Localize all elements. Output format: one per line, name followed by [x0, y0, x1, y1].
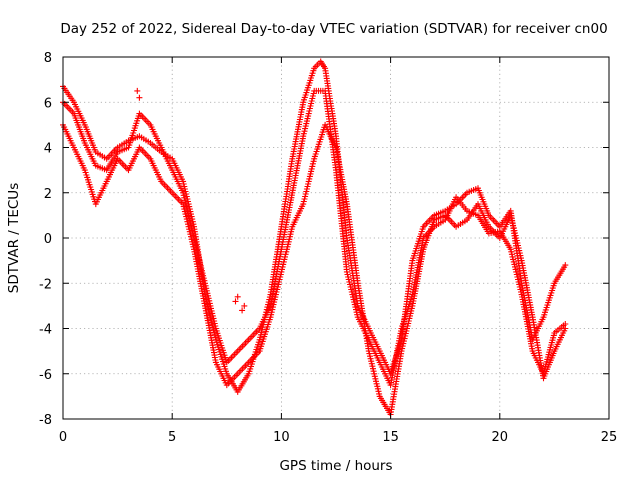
data-point: [210, 315, 217, 322]
x-tick-label: 10: [273, 430, 290, 445]
data-point: [272, 291, 279, 298]
data-point: [353, 306, 359, 313]
x-tick-label: 20: [492, 430, 509, 445]
data-point: [515, 242, 521, 249]
data-point: [309, 163, 316, 170]
y-axis-ticks: -8 -6 -4 -2 0 2 4 6 8: [39, 51, 609, 428]
data-point: [188, 224, 195, 231]
x-axis-label: GPS time / hours: [279, 458, 392, 474]
y-tick-label: -4: [39, 323, 52, 338]
data-point: [366, 350, 373, 357]
data-point: [305, 181, 312, 187]
data-point: [562, 321, 569, 327]
data-point: [348, 289, 355, 295]
data-point: [301, 128, 308, 135]
data-point: [375, 388, 382, 395]
data-point: [508, 251, 515, 258]
data-point: [197, 260, 204, 267]
data-point: [518, 289, 524, 295]
data-point: [180, 178, 187, 185]
data-point: [134, 87, 141, 94]
data-point: [206, 297, 213, 304]
data-point: [310, 90, 317, 97]
data-point: [239, 307, 246, 314]
data-point: [192, 242, 199, 249]
data-point: [343, 268, 350, 275]
data-point: [232, 298, 239, 305]
data-point: [513, 268, 520, 275]
data-points: [60, 58, 569, 418]
x-tick-label: 0: [59, 430, 67, 445]
data-point: [184, 207, 191, 214]
data-point: [277, 271, 284, 278]
data-point: [305, 110, 312, 117]
chart-title: Day 252 of 2022, Sidereal Day-to-day VTE…: [60, 21, 607, 37]
x-tick-label: 15: [382, 430, 399, 445]
y-axis-label: SDTVAR / TECUs: [6, 183, 22, 293]
data-point: [562, 262, 569, 269]
data-point: [510, 224, 517, 231]
data-point: [136, 94, 143, 101]
y-tick-label: 8: [44, 51, 52, 66]
x-axis-ticks: 0 5 10 15 20 25: [59, 57, 617, 445]
grid-lines: [63, 57, 609, 419]
data-point: [370, 368, 377, 375]
data-point: [286, 236, 293, 243]
y-tick-label: -2: [39, 277, 52, 292]
y-tick-label: -8: [39, 413, 52, 428]
data-point: [300, 201, 307, 208]
y-tick-label: -6: [39, 368, 52, 383]
data-point: [241, 302, 248, 309]
x-tick-label: 25: [601, 430, 618, 445]
y-tick-label: 0: [44, 232, 52, 247]
x-tick-label: 5: [168, 430, 176, 445]
data-point: [201, 277, 208, 284]
y-tick-label: 2: [44, 187, 52, 202]
y-tick-label: 4: [44, 142, 52, 157]
y-tick-label: 6: [44, 96, 52, 111]
data-point: [234, 293, 241, 300]
